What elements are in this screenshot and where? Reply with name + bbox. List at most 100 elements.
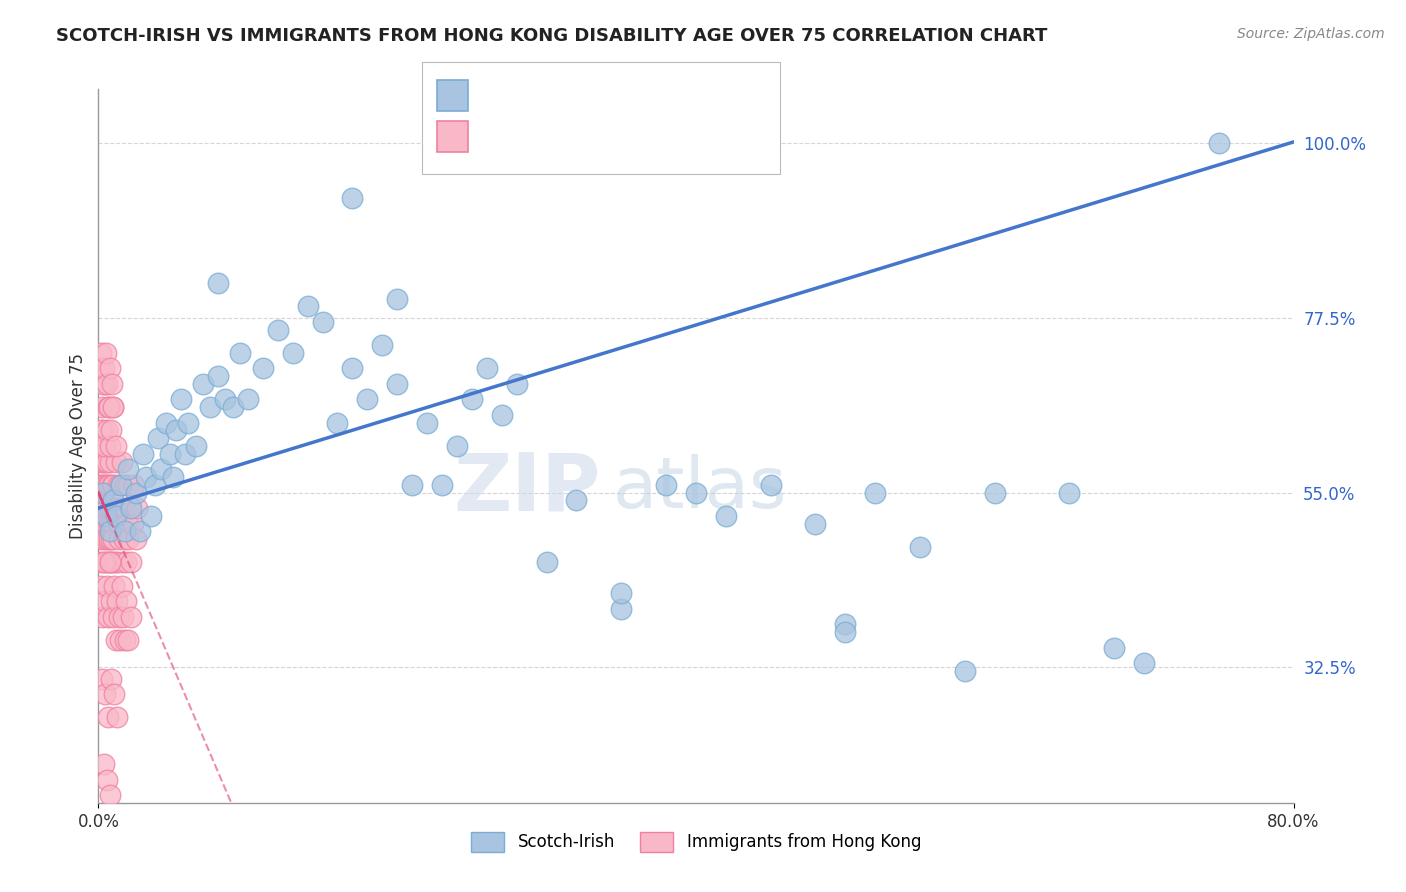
Point — [90, 346, 112, 360]
Point — [165, 424, 187, 438]
Point — [125, 532, 148, 546]
Point — [97, 516, 120, 531]
Point — [125, 485, 148, 500]
Point — [200, 401, 222, 415]
Point — [120, 501, 142, 516]
Point — [90, 555, 112, 569]
Point — [94, 516, 117, 531]
Point — [91, 454, 114, 468]
Point — [100, 477, 122, 491]
Point — [93, 757, 115, 772]
Point — [446, 439, 468, 453]
Point — [371, 338, 394, 352]
Point — [132, 447, 155, 461]
Point — [143, 477, 166, 491]
Point — [101, 376, 124, 391]
Point — [93, 361, 115, 376]
Point — [91, 485, 114, 500]
Point — [94, 555, 117, 569]
Point — [103, 493, 125, 508]
Point — [96, 376, 118, 391]
Point — [115, 555, 138, 569]
Point — [94, 346, 117, 360]
Point — [110, 579, 132, 593]
Point — [155, 416, 177, 430]
Point — [107, 516, 129, 531]
Y-axis label: Disability Age Over 75: Disability Age Over 75 — [69, 353, 87, 539]
Point — [89, 477, 111, 491]
Point — [91, 376, 114, 391]
Point — [714, 508, 737, 523]
Point — [93, 501, 115, 516]
Point — [177, 416, 200, 430]
Point — [112, 532, 135, 546]
Point — [655, 477, 678, 491]
Point — [90, 454, 112, 468]
Point — [100, 672, 122, 686]
Point — [103, 687, 125, 701]
Point — [118, 501, 141, 516]
Point — [105, 594, 128, 608]
Point — [93, 424, 115, 438]
Point — [124, 477, 146, 491]
Point — [104, 439, 127, 453]
Point — [105, 508, 128, 523]
Point — [103, 579, 125, 593]
Point — [97, 401, 120, 415]
Point — [110, 555, 132, 569]
Point — [98, 439, 121, 453]
Legend: Scotch-Irish, Immigrants from Hong Kong: Scotch-Irish, Immigrants from Hong Kong — [464, 825, 928, 859]
Point — [94, 594, 117, 608]
Point — [96, 772, 118, 787]
Point — [97, 532, 120, 546]
Point — [101, 477, 124, 491]
Point — [416, 416, 439, 430]
Point — [97, 609, 120, 624]
Point — [100, 532, 122, 546]
Point — [98, 501, 121, 516]
Point — [107, 609, 129, 624]
Point — [98, 477, 121, 491]
Point — [104, 501, 127, 516]
Point — [98, 555, 121, 569]
Point — [297, 299, 319, 313]
Point — [475, 361, 498, 376]
Point — [110, 477, 132, 491]
Text: R =  0.413   N =  72: R = 0.413 N = 72 — [477, 87, 695, 104]
Point — [385, 376, 409, 391]
Point — [135, 470, 157, 484]
Point — [401, 477, 423, 491]
Point — [90, 579, 112, 593]
Point — [112, 516, 135, 531]
Point — [96, 477, 118, 491]
Point — [97, 401, 120, 415]
Point — [98, 555, 121, 569]
Point — [908, 540, 931, 554]
Point — [93, 555, 115, 569]
Point — [207, 276, 229, 290]
Point — [93, 477, 115, 491]
Point — [90, 439, 112, 453]
Point — [100, 594, 122, 608]
Point — [91, 672, 114, 686]
Point — [103, 532, 125, 546]
Point — [150, 462, 173, 476]
Point — [104, 555, 127, 569]
Point — [108, 477, 131, 491]
Point — [229, 346, 252, 360]
Point — [94, 376, 117, 391]
Point — [1104, 640, 1126, 655]
Point — [953, 664, 976, 678]
Point — [96, 532, 118, 546]
Point — [174, 447, 197, 461]
Point — [114, 477, 136, 491]
Point — [117, 477, 139, 491]
Point — [834, 617, 856, 632]
Point — [236, 392, 259, 407]
Point — [93, 454, 115, 468]
Point — [148, 431, 170, 445]
Text: atlas: atlas — [613, 454, 787, 524]
Point — [111, 454, 134, 468]
Point — [117, 632, 139, 647]
Point — [207, 369, 229, 384]
